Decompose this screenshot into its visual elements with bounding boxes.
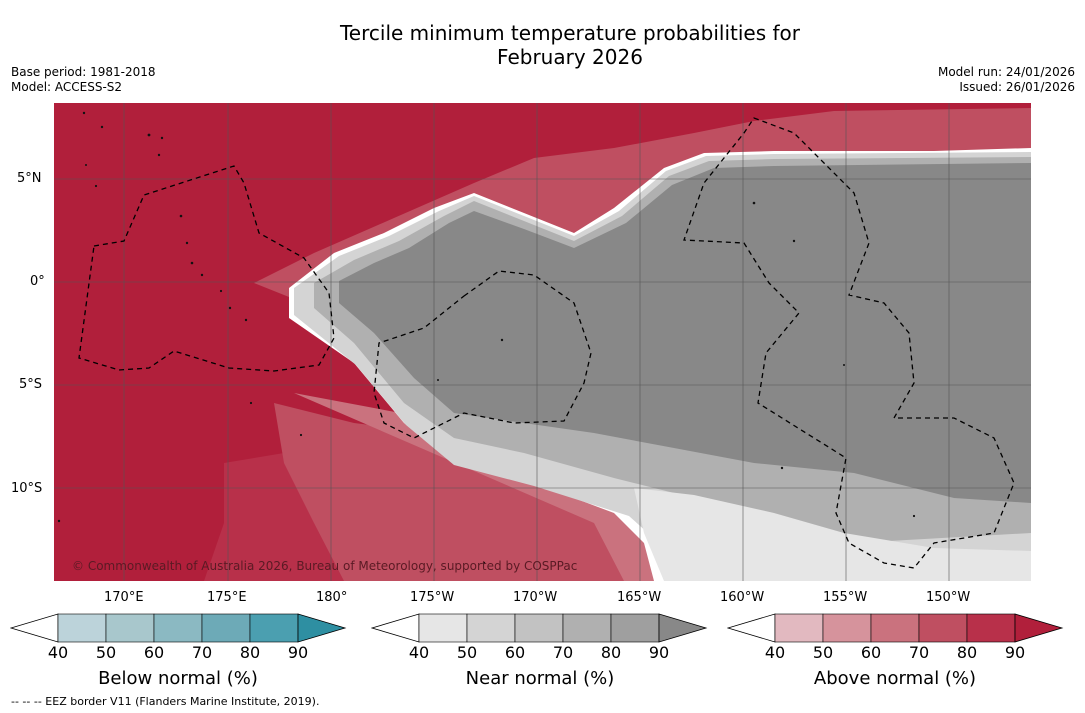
near-tick-40: 40 [408, 643, 430, 662]
base-period: Base period: 1981-2018 [11, 65, 156, 79]
above-tick-40: 40 [764, 643, 786, 662]
lon-label-155w: 155°W [823, 590, 868, 605]
legend-near-normal [371, 613, 708, 643]
lon-label-180: 180° [316, 590, 348, 605]
above-tick-60: 60 [860, 643, 882, 662]
below-swatch-50 [105, 613, 155, 643]
map-copyright: © Commonwealth of Australia 2026, Bureau… [72, 559, 578, 573]
near-tick-70: 70 [552, 643, 574, 662]
lon-label-175w: 175°W [410, 590, 455, 605]
above-above-90-arrow [1014, 613, 1064, 643]
above-swatch-40 [774, 613, 824, 643]
lon-label-165w: 165°W [617, 590, 662, 605]
legend-below-normal [10, 613, 347, 643]
lat-label-eq: 0° [30, 274, 45, 289]
below-tick-60: 60 [143, 643, 165, 662]
lon-label-150w: 150°W [926, 590, 971, 605]
lon-label-170w: 170°W [513, 590, 558, 605]
probability-map [54, 103, 1031, 581]
map-title-line2: February 2026 [497, 45, 643, 69]
near-tick-90: 90 [648, 643, 670, 662]
below-tick-40: 40 [47, 643, 69, 662]
above-below-40-arrow [727, 613, 776, 643]
graticule [54, 103, 1031, 581]
above-tick-70: 70 [908, 643, 930, 662]
below-tick-70: 70 [191, 643, 213, 662]
above-tick-80: 80 [956, 643, 978, 662]
near-below-40-arrow [371, 613, 420, 643]
below-tick-80: 80 [239, 643, 261, 662]
model-name: Model: ACCESS-S2 [11, 80, 123, 94]
lon-label-175e: 175°E [207, 590, 247, 605]
above-swatch-80 [966, 613, 1016, 643]
eez-footnote: -- -- -- EEZ border V11 (Flanders Marine… [11, 695, 320, 708]
near-tick-80: 80 [600, 643, 622, 662]
legend-above-normal [727, 613, 1064, 643]
near-normal-90-region [339, 163, 1031, 503]
above-swatch-50 [822, 613, 872, 643]
below-below-40-arrow [10, 613, 59, 643]
issued-date: Issued: 26/01/2026 [959, 80, 1075, 94]
below-swatch-80 [249, 613, 299, 643]
near-swatch-50 [466, 613, 516, 643]
lon-label-160w: 160°W [720, 590, 765, 605]
lat-label-5s: 5°S [19, 377, 43, 392]
lat-label-5n: 5°N [17, 171, 42, 186]
model-run: Model run: 24/01/2026 [937, 65, 1075, 79]
legend-near-title: Near normal (%) [465, 668, 615, 689]
island-dots [57, 111, 916, 565]
map-title-line1: Tercile minimum temperature probabilitie… [339, 21, 801, 45]
near-swatch-40 [418, 613, 468, 643]
near-swatch-80 [610, 613, 660, 643]
lon-label-170e: 170°E [104, 590, 144, 605]
below-swatch-70 [201, 613, 251, 643]
above-tick-50: 50 [812, 643, 834, 662]
below-swatch-60 [153, 613, 203, 643]
near-swatch-70 [562, 613, 612, 643]
near-swatch-60 [514, 613, 564, 643]
below-tick-50: 50 [95, 643, 117, 662]
legend-below-title: Below normal (%) [98, 668, 258, 689]
near-above-90-arrow [658, 613, 708, 643]
near-tick-50: 50 [456, 643, 478, 662]
above-tick-90: 90 [1004, 643, 1026, 662]
near-tick-60: 60 [504, 643, 526, 662]
below-above-90-arrow [297, 613, 347, 643]
below-swatch-40 [57, 613, 107, 643]
lat-label-10s: 10°S [11, 481, 43, 496]
legend-above-title: Above normal (%) [813, 668, 977, 689]
near-normal-40-patch [634, 488, 1031, 581]
below-tick-90: 90 [287, 643, 309, 662]
above-swatch-60 [870, 613, 920, 643]
eez-borders [78, 117, 1015, 569]
above-swatch-70 [918, 613, 968, 643]
